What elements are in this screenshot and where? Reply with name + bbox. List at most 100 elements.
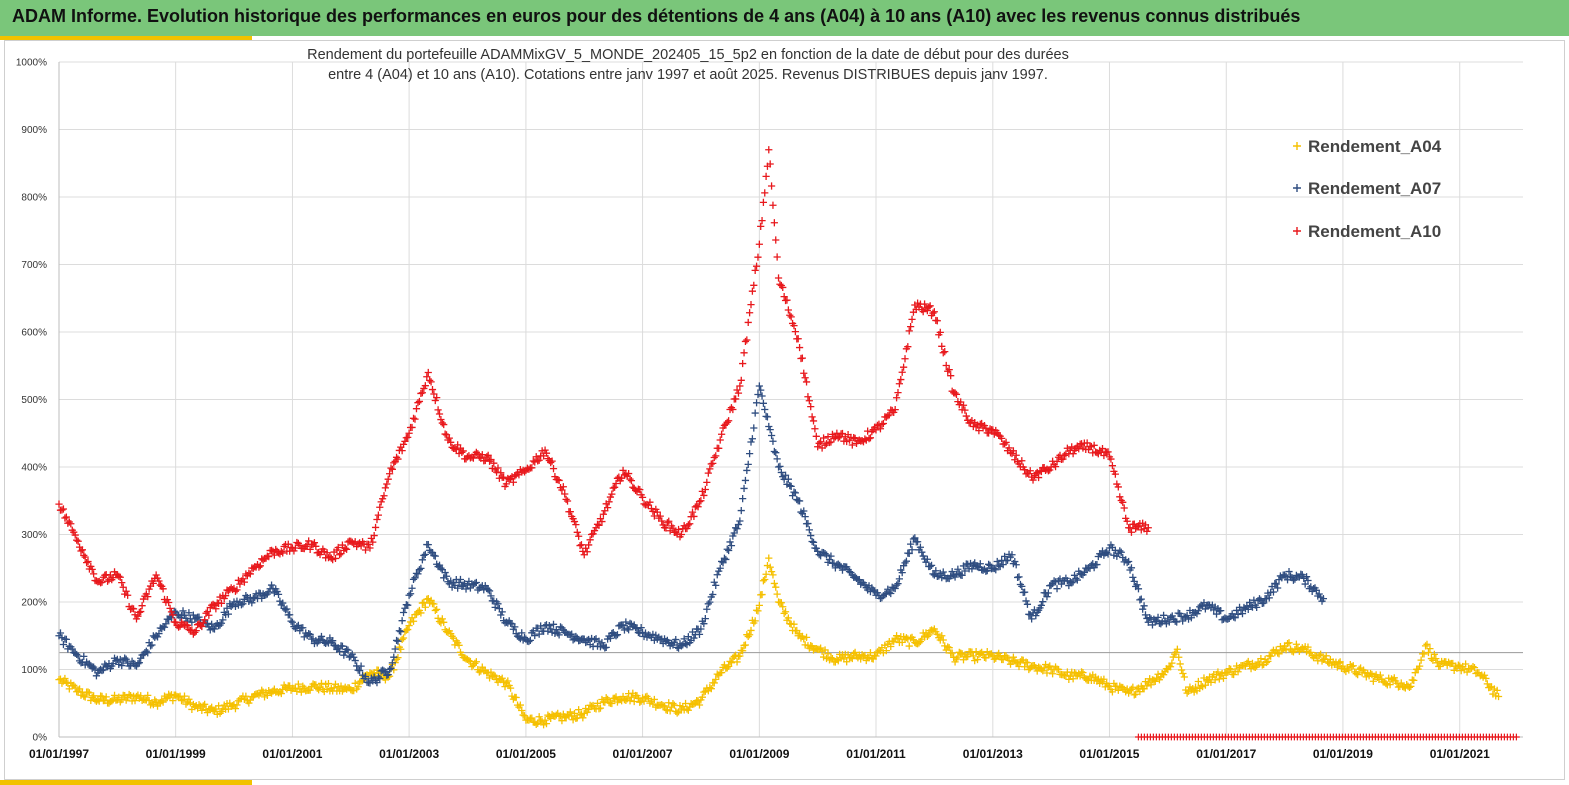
- chart-frame: [4, 40, 1565, 780]
- data-point: [612, 632, 620, 640]
- data-point: [1339, 662, 1347, 670]
- data-point: [1494, 692, 1503, 701]
- data-point: [872, 652, 880, 660]
- data-point: [134, 660, 142, 668]
- data-point: [364, 540, 373, 548]
- data-point: [739, 647, 747, 655]
- data-point: [112, 657, 120, 665]
- data-point: [1417, 656, 1425, 664]
- data-point: [566, 508, 574, 516]
- data-point: [833, 655, 841, 663]
- data-point: [1022, 597, 1030, 605]
- data-point: [149, 579, 157, 588]
- data-point: [807, 531, 815, 540]
- data-point: [1177, 666, 1186, 674]
- data-point: [361, 546, 370, 554]
- data-point: [769, 201, 777, 209]
- data-point: [821, 550, 829, 558]
- data-point: [1129, 573, 1137, 581]
- data-point: [627, 476, 636, 485]
- data-point: [144, 593, 152, 601]
- data-point: [1269, 588, 1278, 596]
- data-point: [506, 474, 515, 483]
- data-point: [1366, 669, 1375, 678]
- data-point: [700, 688, 708, 696]
- data-point: [1047, 581, 1055, 589]
- data-point: [968, 565, 976, 573]
- banner-title: ADAM Informe. Evolution historique des p…: [12, 6, 1301, 26]
- data-point: [662, 524, 670, 532]
- data-point: [929, 309, 937, 317]
- data-point: [555, 631, 563, 639]
- data-point: [942, 361, 950, 370]
- data-point: [674, 525, 683, 534]
- data-point: [761, 405, 769, 414]
- data-point: [772, 449, 780, 457]
- data-point: [766, 426, 774, 434]
- data-point: [135, 659, 143, 667]
- x-tick-label: 01/01/2005: [496, 747, 556, 761]
- data-point: [155, 577, 163, 585]
- data-point: [734, 520, 743, 529]
- data-point: [879, 419, 887, 428]
- data-point: [622, 618, 630, 626]
- data-point: [516, 701, 524, 709]
- data-point: [718, 430, 726, 438]
- data-point: [730, 529, 738, 537]
- data-point: [484, 586, 492, 594]
- data-point: [901, 355, 909, 363]
- data-point: [709, 590, 717, 599]
- data-point: [1432, 655, 1440, 663]
- data-point: [153, 633, 162, 641]
- data-point: [1407, 682, 1415, 690]
- data-point: [1154, 613, 1162, 621]
- data-point: [354, 683, 362, 691]
- data-point: [681, 640, 690, 648]
- data-point: [1037, 467, 1045, 476]
- data-point: [596, 704, 605, 712]
- data-point: [954, 653, 962, 661]
- data-point: [329, 637, 337, 645]
- data-point: [388, 465, 396, 473]
- data-point: [817, 644, 825, 652]
- data-point: [440, 420, 448, 429]
- data-point: [395, 627, 403, 635]
- data-point: [737, 506, 745, 515]
- y-tick-label: 400%: [21, 463, 47, 474]
- data-point: [752, 606, 761, 614]
- data-point: [740, 349, 748, 357]
- data-point: [933, 630, 941, 638]
- data-point: [1285, 639, 1293, 647]
- data-point: [744, 318, 752, 327]
- data-point: [791, 328, 799, 336]
- data-point: [1219, 674, 1228, 682]
- data-point: [830, 434, 838, 443]
- data-point: [431, 552, 439, 560]
- data-point: [982, 424, 990, 432]
- data-point: [166, 692, 174, 700]
- data-point: [673, 643, 681, 652]
- data-point: [431, 606, 439, 615]
- data-point: [619, 622, 627, 630]
- data-point: [475, 668, 483, 676]
- data-point: [770, 219, 778, 227]
- data-point: [882, 647, 890, 655]
- data-point: [677, 530, 685, 539]
- y-tick-label: 800%: [21, 193, 47, 204]
- data-point: [772, 583, 780, 591]
- data-point: [183, 621, 192, 629]
- data-point: [741, 337, 750, 346]
- data-point: [769, 571, 777, 579]
- data-point: [409, 617, 418, 625]
- data-point: [1111, 470, 1119, 478]
- data-point: [286, 611, 294, 619]
- data-point: [1123, 558, 1131, 567]
- data-point: [761, 575, 769, 584]
- data-point: [646, 498, 654, 506]
- data-point: [1227, 665, 1235, 673]
- data-point: [653, 508, 661, 516]
- data-point: [743, 466, 751, 475]
- data-point: [939, 349, 947, 357]
- data-point: [563, 497, 572, 505]
- data-point: [129, 605, 138, 613]
